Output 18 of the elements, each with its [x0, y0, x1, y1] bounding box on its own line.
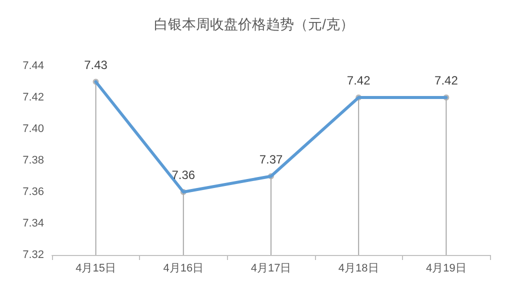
- x-tick-label: 4月19日: [426, 262, 466, 274]
- x-tick-label: 4月17日: [250, 262, 292, 274]
- y-tick-label: 7.38: [22, 154, 44, 166]
- x-tick-label: 4月15日: [76, 262, 116, 274]
- y-tick-label: 7.40: [22, 123, 44, 135]
- chart-title: 白银本周收盘价格趋势（元/克）: [154, 16, 354, 32]
- y-tick-label: 7.32: [22, 249, 44, 261]
- x-tick-label: 4月16日: [163, 262, 204, 274]
- x-tick-label: 4月18日: [338, 262, 379, 274]
- data-label: 7.43: [84, 58, 108, 72]
- data-label: 7.36: [172, 168, 196, 182]
- y-tick-label: 7.36: [22, 186, 44, 198]
- y-tick-label: 7.34: [22, 218, 44, 230]
- y-tick-label: 7.44: [22, 60, 44, 72]
- data-label: 7.42: [434, 74, 458, 88]
- data-label: 7.37: [259, 152, 283, 166]
- y-tick-label: 7.42: [22, 92, 44, 104]
- data-label: 7.42: [346, 74, 371, 88]
